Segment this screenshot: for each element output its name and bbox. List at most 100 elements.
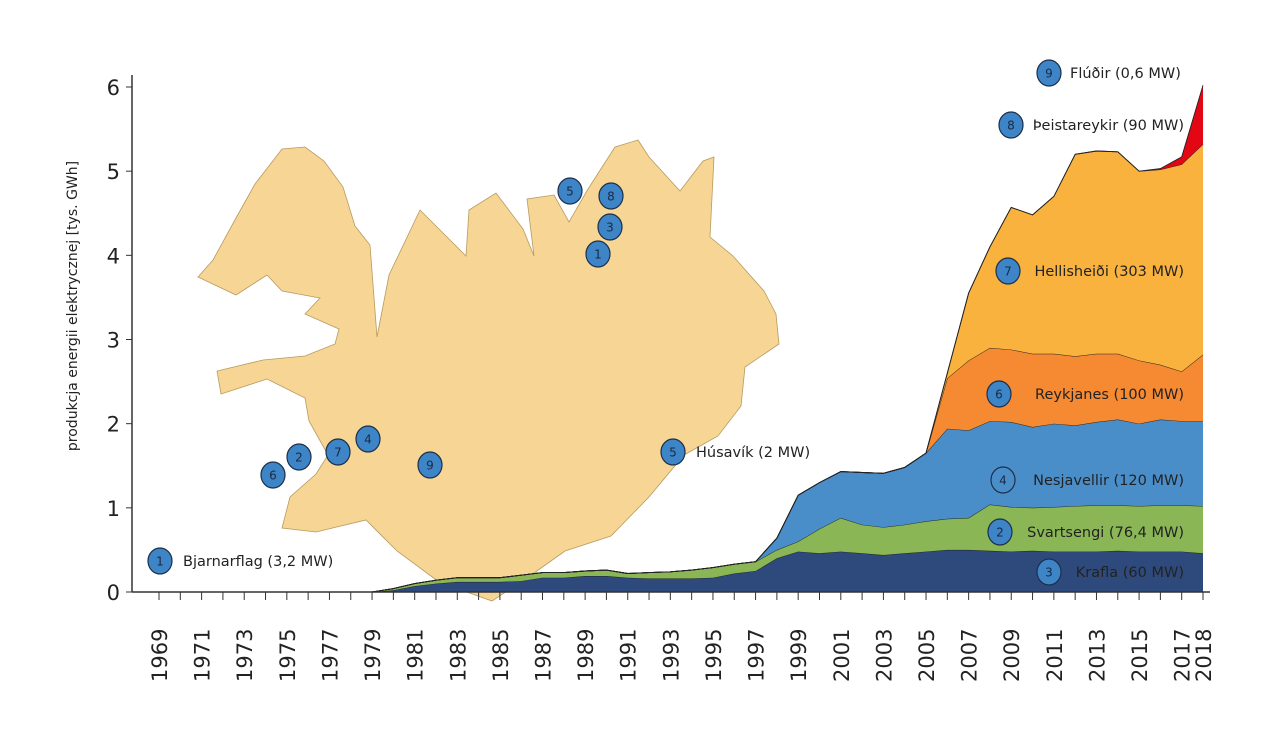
series-label: Reykjanes (100 MW) [1035,387,1184,403]
site-marker-6: 6 [260,461,286,489]
y-tick-label: 0 [107,581,120,605]
x-tick-label: 2013 [1085,629,1109,682]
y-ticks: 0 1 2 3 4 5 6 [107,76,132,605]
site-marker-8: 8 [598,182,624,210]
marker-number: 6 [269,469,277,483]
x-tick-label: 2015 [1128,629,1152,682]
x-tick-label: 1985 [489,629,513,682]
marker-number: 3 [606,221,614,235]
marker-circle [147,547,173,575]
x-ticks: 1969 1971 1973 1975 1977 1979 1981 1983 1985 1987… [148,592,1216,682]
x-tick-label: 1989 [574,629,598,682]
x-tick-label: 2018 [1192,629,1216,682]
marker-number: 7 [334,446,342,460]
marker-number: 8 [607,190,615,204]
marker-number: 9 [426,459,434,473]
marker-circle [598,182,624,210]
area-series-4 [159,347,1203,592]
marker-number: 9 [1045,67,1053,81]
x-tick-label: 1975 [276,629,300,682]
x-tick-label: 1977 [318,629,342,682]
area-series-3 [159,419,1203,592]
site-marker-5: 5 [660,438,686,466]
marker-number: 2 [996,526,1004,540]
marker-number: 4 [999,474,1007,488]
x-tick-label: 1999 [787,629,811,682]
site-marker-9: 9 [1036,59,1062,87]
marker-circle [286,443,312,471]
site-marker-3: 3 [597,213,623,241]
site-marker-1: 1 [585,240,611,268]
marker-circle [355,425,381,453]
annotation-label: Húsavík (2 MW) [696,445,810,461]
x-tick-label: 1979 [361,629,385,682]
site-marker-9: 9 [417,451,443,479]
x-tick-label: 2003 [872,629,896,682]
y-tick-label: 1 [107,497,120,521]
marker-number: 6 [995,388,1003,402]
y-tick-label: 6 [107,76,120,100]
marker-number: 1 [594,248,602,262]
site-marker-8: 8 [998,111,1024,139]
area-series-1 [159,549,1203,592]
series-label: Þeistareykir (90 MW) [1033,118,1184,134]
marker-circle [660,438,686,466]
x-tick-label: 1991 [617,629,641,682]
x-tick-label: 2001 [830,629,854,682]
site-marker-6: 6 [986,380,1012,408]
marker-number: 5 [669,446,677,460]
marker-circle [987,518,1013,546]
x-tick-label: 1969 [148,629,172,682]
site-marker-2: 2 [286,443,312,471]
site-marker-1: 1 [147,547,173,575]
x-tick-label: 1973 [233,629,257,682]
site-marker-5: 5 [557,177,583,205]
x-tick-label: 1983 [446,629,470,682]
x-tick-label: 2009 [1000,629,1024,682]
x-tick-label: 1981 [404,629,428,682]
marker-circle [260,461,286,489]
marker-circle [417,451,443,479]
series-label: Krafla (60 MW) [1076,565,1184,581]
y-tick-label: 2 [107,413,120,437]
annotation-label: Flúðir (0,6 MW) [1070,66,1181,82]
marker-number: 4 [364,433,372,447]
marker-number: 1 [156,555,164,569]
marker-number: 8 [1007,119,1015,133]
marker-circle [325,438,351,466]
marker-circle [1036,558,1062,586]
area-series-2 [159,504,1203,592]
site-marker-7: 7 [995,257,1021,285]
iceland-outline [197,139,780,602]
x-tick-label: 1971 [191,629,215,682]
marker-number: 2 [295,451,303,465]
y-axis-label: produkcja energii elektrycznej [tys. GWh… [65,161,81,451]
marker-number: 5 [566,185,574,199]
marker-circle [990,466,1016,494]
marker-circle [986,380,1012,408]
x-tick-label: 1995 [702,629,726,682]
annotation-label: Bjarnarflag (3,2 MW) [183,554,333,570]
site-marker-3: 3 [1036,558,1062,586]
x-tick-label: 1997 [745,629,769,682]
series-label: Nesjavellir (120 MW) [1033,473,1184,489]
site-marker-7: 7 [325,438,351,466]
site-marker-4: 4 [355,425,381,453]
x-tick-label: 2007 [958,629,982,682]
marker-circle [585,240,611,268]
marker-circle [597,213,623,241]
marker-circle [998,111,1024,139]
area-series-5 [159,144,1203,592]
y-tick-label: 3 [107,329,120,353]
x-tick-label: 1993 [659,629,683,682]
marker-circle [1036,59,1062,87]
x-tick-label: 2017 [1171,629,1195,682]
marker-number: 3 [1045,566,1053,580]
x-tick-label: 1987 [532,629,556,682]
series-labels: 3 Krafla (60 MW) 2 Svartsengi (76,4 MW) 4 Nes… [147,59,1184,586]
marker-circle [995,257,1021,285]
series-label: Svartsengi (76,4 MW) [1027,525,1184,541]
x-tick-label: 2011 [1043,629,1067,682]
